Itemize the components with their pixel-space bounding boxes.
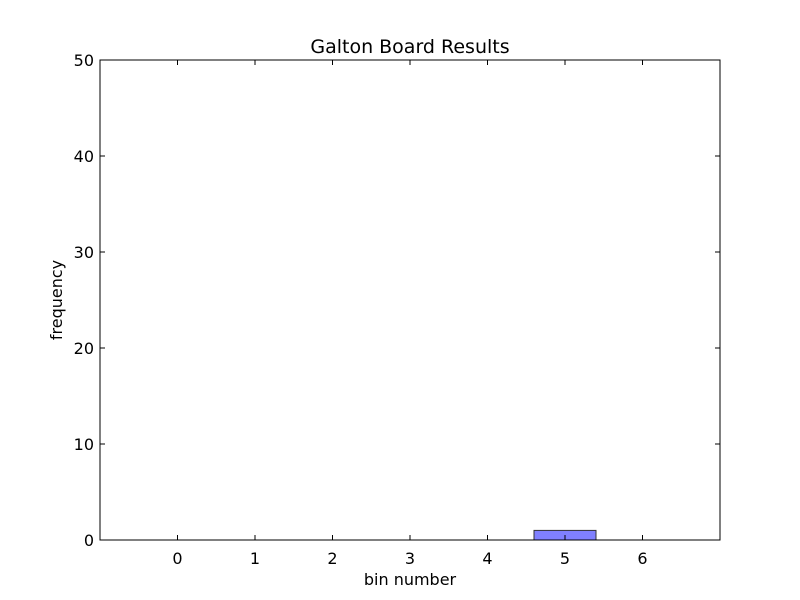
x-tick-label-2: 2 bbox=[327, 549, 337, 568]
x-tick-label-6: 6 bbox=[637, 549, 647, 568]
x-tick-label-5: 5 bbox=[560, 549, 570, 568]
y-tick-label-0: 0 bbox=[84, 531, 94, 550]
x-axis-label: bin number bbox=[364, 570, 457, 589]
y-tick-label-50: 50 bbox=[74, 51, 94, 70]
x-tick-label-3: 3 bbox=[405, 549, 415, 568]
y-tick-label-30: 30 bbox=[74, 243, 94, 262]
x-tick-label-1: 1 bbox=[250, 549, 260, 568]
y-axis-label: frequency bbox=[47, 260, 66, 340]
y-tick-label-20: 20 bbox=[74, 339, 94, 358]
x-tick-label-0: 0 bbox=[172, 549, 182, 568]
chart-title: Galton Board Results bbox=[310, 36, 509, 58]
y-tick-label-10: 10 bbox=[74, 435, 94, 454]
ticks-group: 0 1 2 3 4 5 6 0 10 20 30 40 50 bbox=[74, 51, 720, 568]
y-tick-label-40: 40 bbox=[74, 147, 94, 166]
plot-frame bbox=[99, 59, 721, 541]
x-tick-label-4: 4 bbox=[482, 549, 492, 568]
